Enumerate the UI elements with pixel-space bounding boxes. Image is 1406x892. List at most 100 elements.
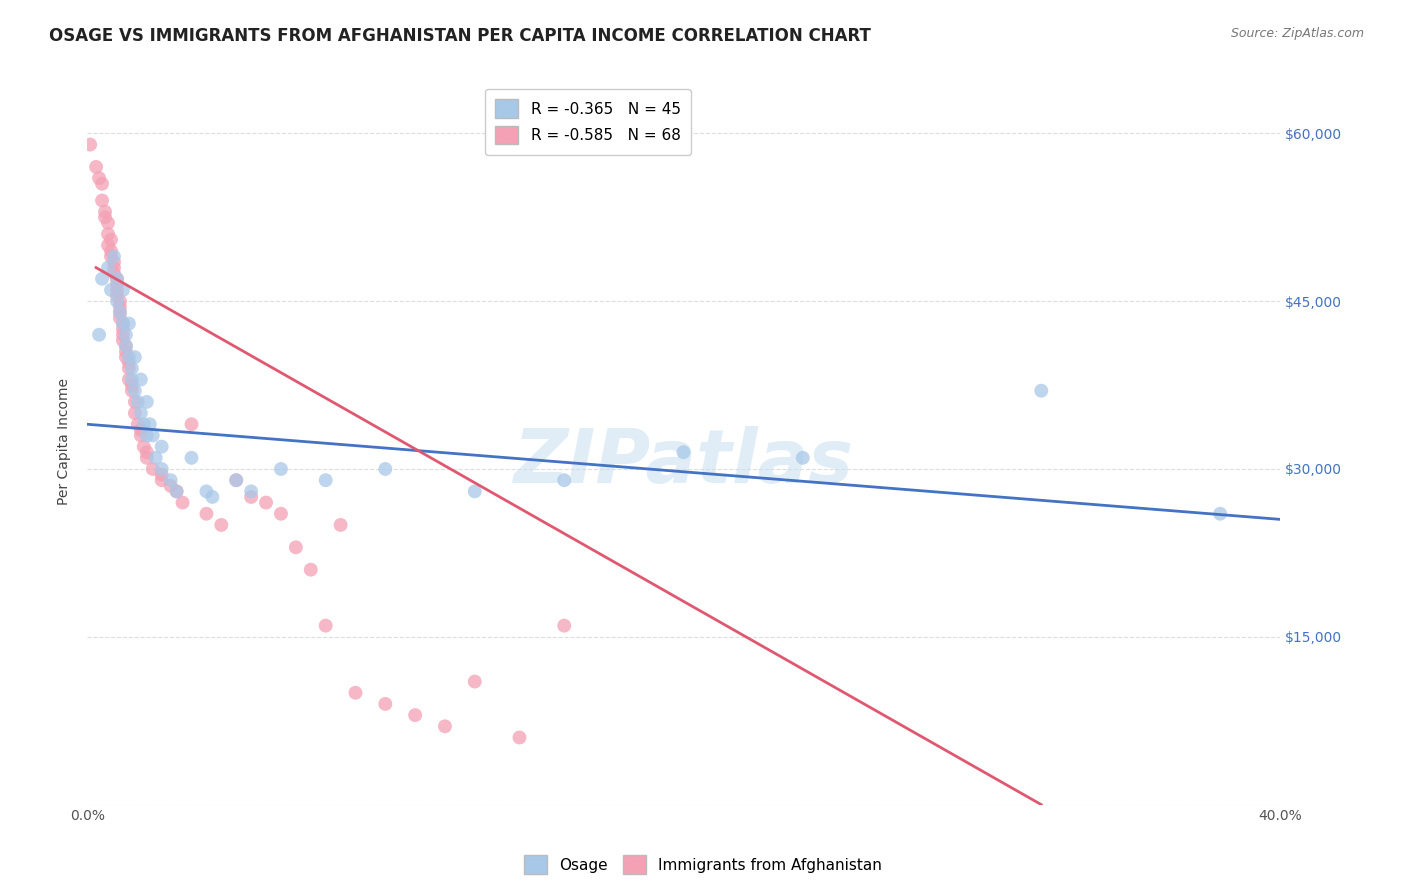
Point (91, 194, 114, 208)
Point (121, 361, 143, 376)
Point (111, 327, 134, 342)
Point (142, 462, 165, 476)
Point (87, 327, 110, 342)
Point (115, 350, 138, 364)
Point (103, 260, 125, 275)
Point (240, 484, 263, 499)
Point (108, 294, 131, 309)
Point (103, 255, 125, 269)
Point (315, 473, 337, 487)
Point (108, 310, 131, 325)
Point (1031, 384, 1053, 398)
Point (115, 327, 138, 342)
Point (124, 395, 146, 409)
Point (553, 473, 575, 487)
Point (135, 450, 157, 465)
Point (108, 305, 131, 319)
Point (105, 277, 128, 292)
Y-axis label: Per Capita Income: Per Capita Income (58, 377, 72, 505)
Point (127, 417, 149, 432)
Point (94, 204, 117, 219)
Point (150, 440, 173, 454)
Point (344, 686, 367, 700)
Point (108, 305, 131, 319)
Point (270, 462, 292, 476)
Point (159, 479, 181, 493)
Point (118, 356, 141, 370)
Point (150, 473, 173, 487)
Point (132, 417, 155, 432)
Point (115, 339, 138, 353)
Point (118, 361, 141, 376)
Point (105, 288, 128, 302)
Point (374, 697, 396, 711)
Point (150, 467, 173, 482)
Point (315, 618, 337, 632)
Legend: Osage, Immigrants from Afghanistan: Osage, Immigrants from Afghanistan (517, 849, 889, 880)
Point (94, 211, 117, 225)
Point (299, 563, 322, 577)
Point (100, 249, 122, 263)
Point (180, 450, 202, 465)
Point (105, 272, 128, 286)
Point (201, 490, 224, 504)
Point (195, 484, 218, 499)
Text: ZIPatlas: ZIPatlas (513, 426, 853, 500)
Point (124, 406, 146, 420)
Text: Source: ZipAtlas.com: Source: ZipAtlas.com (1230, 27, 1364, 40)
Point (115, 339, 138, 353)
Point (118, 372, 141, 386)
Point (672, 445, 695, 459)
Point (166, 484, 188, 499)
Point (108, 300, 131, 314)
Point (111, 317, 134, 331)
Point (180, 417, 202, 432)
Point (91, 272, 114, 286)
Point (129, 372, 152, 386)
Point (121, 372, 143, 386)
Point (97, 260, 120, 275)
Point (225, 473, 247, 487)
Point (433, 719, 456, 733)
Point (132, 440, 155, 454)
Point (195, 507, 218, 521)
Point (100, 233, 122, 247)
Point (100, 244, 122, 258)
Point (97, 238, 120, 252)
Point (129, 428, 152, 442)
Point (111, 322, 134, 336)
Point (404, 708, 426, 723)
Point (142, 428, 165, 442)
Point (124, 384, 146, 398)
Text: OSAGE VS IMMIGRANTS FROM AFGHANISTAN PER CAPITA INCOME CORRELATION CHART: OSAGE VS IMMIGRANTS FROM AFGHANISTAN PER… (49, 27, 872, 45)
Point (100, 283, 122, 297)
Point (240, 490, 263, 504)
Point (105, 283, 128, 297)
Point (150, 462, 173, 476)
Point (159, 473, 181, 487)
Point (209, 517, 232, 532)
Point (79, 137, 101, 152)
Legend: R = -0.365   N = 45, R = -0.585   N = 68: R = -0.365 N = 45, R = -0.585 N = 68 (485, 88, 692, 155)
Point (84, 160, 107, 174)
Point (254, 495, 277, 509)
Point (111, 283, 134, 297)
Point (103, 266, 125, 280)
Point (111, 334, 134, 348)
Point (127, 395, 149, 409)
Point (139, 417, 162, 432)
Point (135, 395, 157, 409)
Point (97, 227, 120, 241)
Point (135, 445, 157, 459)
Point (121, 378, 143, 392)
Point (129, 406, 152, 420)
Point (374, 462, 396, 476)
Point (124, 350, 146, 364)
Point (553, 618, 575, 632)
Point (1209, 507, 1232, 521)
Point (464, 484, 486, 499)
Point (166, 484, 188, 499)
Point (105, 294, 128, 309)
Point (135, 428, 157, 442)
Point (270, 507, 292, 521)
